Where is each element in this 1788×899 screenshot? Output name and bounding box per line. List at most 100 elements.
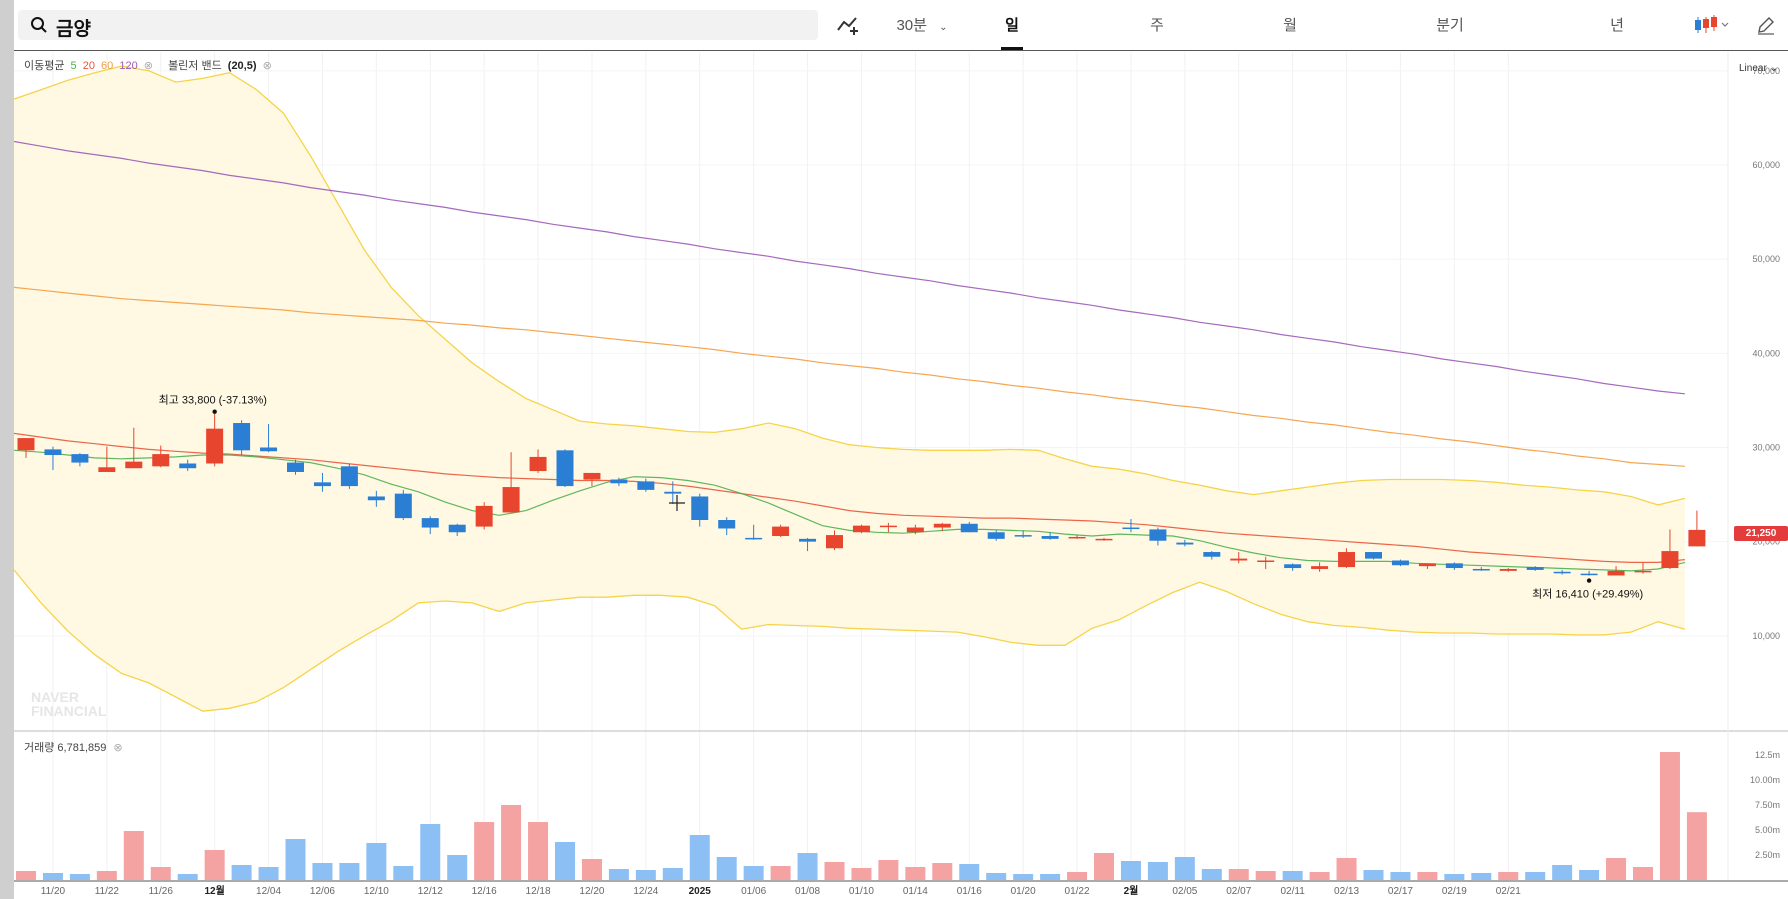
remove-volume-icon[interactable]: ⊗	[113, 742, 123, 754]
candlestick-type-icon[interactable]	[1694, 15, 1730, 40]
volume-bar	[1067, 872, 1088, 880]
candle-body	[610, 479, 628, 484]
tab-day[interactable]: 일	[1005, 17, 1019, 34]
candle-body	[1472, 568, 1490, 571]
tab-year[interactable]: 년	[1610, 17, 1624, 34]
volume-bar	[1686, 812, 1707, 880]
candle-body	[1095, 538, 1113, 541]
x-tick-label: 11/22	[95, 886, 120, 897]
tab-month[interactable]: 월	[1283, 17, 1297, 34]
candle-body	[1284, 564, 1302, 569]
volume-bar	[474, 822, 495, 880]
volume-bar	[1471, 873, 1492, 880]
toolbar: 금양 30분 ⌄ 일 주 월 분기 년	[14, 0, 1788, 51]
candle-body	[772, 526, 790, 537]
x-tick-label: 2025	[689, 886, 712, 897]
candle-body	[1634, 570, 1652, 573]
x-tick-label: 12/04	[256, 886, 281, 897]
y-tick-label: 50,000	[1752, 254, 1780, 264]
bb-params: (20,5)	[227, 60, 257, 72]
candle-body	[1445, 563, 1463, 569]
volume-tick-label: 7.50m	[1755, 800, 1780, 810]
tab-week[interactable]: 주	[1150, 17, 1164, 34]
bollinger-lower-line	[14, 569, 1686, 712]
candle-body	[906, 527, 924, 533]
scale-select[interactable]: Linear ⌄	[1739, 63, 1778, 74]
candle-body	[1580, 573, 1598, 576]
pencil-icon[interactable]	[1756, 15, 1776, 40]
current-price-tag: 21,250	[1734, 526, 1788, 541]
bollinger-band-fill	[14, 66, 1685, 712]
bollinger-band	[14, 65, 1686, 712]
x-tick-label: 01/08	[795, 886, 820, 897]
volume-bar	[824, 862, 845, 880]
volume-bar	[1094, 853, 1114, 880]
volume-bar	[1444, 874, 1465, 880]
candle-body	[1149, 529, 1167, 541]
volume-bar	[285, 839, 306, 880]
candle-body	[98, 467, 116, 472]
candle-body	[260, 447, 278, 452]
volume-bar	[258, 867, 279, 880]
volume-bar	[797, 853, 818, 880]
volume-bar	[851, 868, 872, 880]
candle-body	[1203, 552, 1221, 557]
volume-bar	[447, 855, 468, 880]
candle-body	[1499, 568, 1517, 571]
volume-bar	[1147, 862, 1168, 880]
candle-body	[394, 493, 412, 519]
candle-body	[826, 535, 843, 549]
candle-body	[152, 454, 170, 467]
volume-bar	[1336, 858, 1357, 880]
candle-body	[1553, 571, 1571, 574]
scale-label: Linear	[1739, 63, 1767, 74]
remove-ma-icon[interactable]: ⊗	[143, 60, 153, 72]
candle-body	[125, 461, 143, 469]
search-icon	[30, 16, 48, 39]
volume-bar	[1552, 865, 1573, 880]
ma-label: 이동평균	[24, 60, 65, 72]
volume-bar	[932, 863, 953, 880]
active-tab-indicator	[1001, 47, 1023, 50]
volume-tick-label: 10.00m	[1750, 775, 1780, 785]
volume-bar	[581, 859, 602, 880]
volume-tick-label: 5.00m	[1755, 825, 1780, 835]
indicator-add-icon[interactable]	[836, 14, 862, 41]
y-tick-label: 10,000	[1752, 631, 1780, 641]
candle-body	[637, 481, 655, 490]
volume-bar	[150, 867, 171, 880]
volume-bar	[1606, 858, 1627, 880]
y-tick-label: 70,000	[1752, 66, 1780, 76]
search-box[interactable]: 금양	[18, 10, 818, 40]
candle-body	[475, 505, 493, 527]
ma120-label: 120	[119, 60, 138, 72]
candle-body	[556, 450, 574, 487]
volume-bar	[1120, 861, 1141, 880]
watermark: NAVER FINANCIAL	[31, 690, 106, 718]
candle-body	[529, 456, 547, 472]
interval-select[interactable]: 30분 ⌄	[892, 14, 952, 35]
volume-bar	[231, 865, 252, 880]
candle-body	[960, 523, 978, 533]
tab-quarter[interactable]: 분기	[1436, 17, 1464, 34]
search-input[interactable]: 금양	[56, 19, 91, 40]
x-tick-label: 02/11	[1281, 886, 1306, 897]
candle-body	[340, 466, 358, 487]
volume-bar	[662, 868, 683, 880]
volume-bar	[393, 866, 414, 880]
volume-bar	[366, 843, 387, 880]
high-annotation: 최고 33,800 (-37.13%)	[159, 394, 267, 407]
candle-body	[44, 449, 62, 456]
x-tick-label: 02/05	[1172, 886, 1197, 897]
volume-bar	[959, 864, 980, 880]
x-tick-label: 12월	[204, 885, 224, 897]
x-tick-label: 02/07	[1226, 886, 1251, 897]
low-marker	[1586, 578, 1592, 583]
watermark-line-2: FINANCIAL	[31, 703, 107, 719]
candle-body	[448, 524, 466, 533]
bb-label: 볼린저 밴드	[168, 60, 222, 72]
x-tick-label: 12/20	[579, 886, 604, 897]
candle-body	[287, 462, 304, 472]
remove-bb-icon[interactable]: ⊗	[262, 60, 272, 72]
chart-canvas[interactable]: 11/20 11/22 11/26 12월 12/04 12/06 12/10 12/12 12…	[14, 0, 1788, 899]
